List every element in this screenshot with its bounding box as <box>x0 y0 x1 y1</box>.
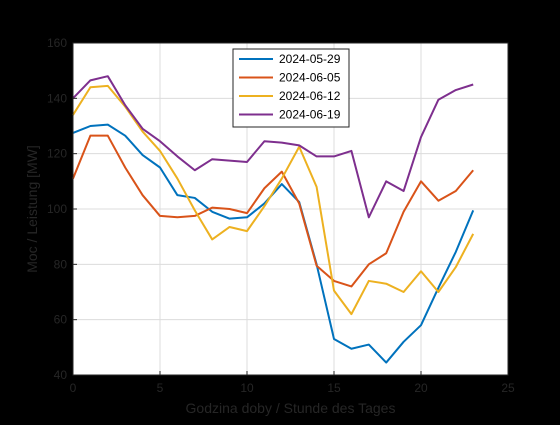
legend-box <box>232 48 350 128</box>
x-tick-label: 15 <box>327 381 341 395</box>
legend-label: 2024-06-05 <box>279 71 341 85</box>
y-tick-label: 140 <box>47 91 67 105</box>
y-tick-label: 160 <box>47 36 67 50</box>
series-line-2024-06-12 <box>72 84 475 316</box>
x-tick-label: 0 <box>70 381 77 395</box>
x-tick-label: 10 <box>240 381 254 395</box>
y-tick-label: 40 <box>54 368 68 382</box>
y-axis-label: Moc / Leistung [MW] <box>24 145 40 273</box>
series-line-2024-06-19 <box>72 75 474 219</box>
y-tick-label: 60 <box>54 313 68 327</box>
x-tick-label: 20 <box>414 381 428 395</box>
series-line-2024-06-05 <box>72 134 474 288</box>
y-tick-label: 120 <box>47 147 67 161</box>
legend: 2024-05-29 2024-06-05 2024-06-12 2024-06-19 <box>232 48 350 128</box>
legend-label: 2024-05-29 <box>279 52 341 66</box>
x-axis-label: Godzina doby / Stunde des Tages <box>186 400 396 416</box>
legend-label: 2024-06-19 <box>279 108 341 122</box>
y-tick-label: 80 <box>54 257 68 271</box>
legend-label: 2024-06-12 <box>279 89 341 103</box>
x-tick-label: 5 <box>157 381 164 395</box>
y-tick-label: 100 <box>47 202 67 216</box>
x-tick-label: 25 <box>501 381 515 395</box>
